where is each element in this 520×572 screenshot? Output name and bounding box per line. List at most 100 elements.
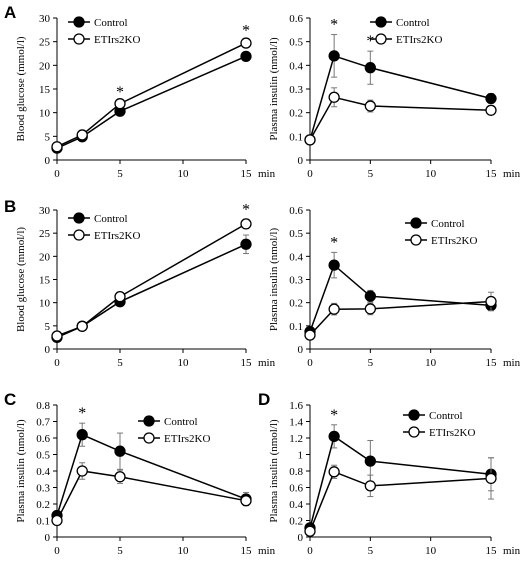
significance-star: * bbox=[78, 405, 86, 422]
x-tick-label: 15 bbox=[486, 357, 498, 369]
legend: Control ETIrs2KO bbox=[68, 16, 140, 46]
x-tick-label: 15 bbox=[486, 545, 498, 557]
series-etirs2ko bbox=[51, 37, 252, 153]
y-tick-label: 0.2 bbox=[36, 499, 50, 511]
y-axis-label: Blood glucose (mmol/l) bbox=[15, 36, 27, 141]
y-tick-label: 5 bbox=[45, 321, 51, 333]
x-tick-label: 10 bbox=[178, 357, 190, 369]
y-tick-label: 25 bbox=[39, 37, 51, 49]
legend-label: ETIrs2KO bbox=[431, 235, 477, 247]
data-point bbox=[364, 62, 376, 74]
y-tick-label: 0.6 bbox=[289, 205, 303, 217]
x-tick-label: 0 bbox=[307, 545, 313, 557]
legend: Control ETIrs2KO bbox=[138, 415, 210, 445]
y-tick-label: 0 bbox=[45, 344, 51, 356]
panel-label: B bbox=[4, 197, 16, 216]
data-point bbox=[364, 290, 376, 302]
y-tick-label: 0.6 bbox=[289, 13, 303, 25]
legend-label: Control bbox=[396, 17, 430, 29]
legend-marker bbox=[410, 234, 422, 246]
y-tick-label: 0.1 bbox=[289, 131, 303, 143]
data-point bbox=[240, 495, 252, 507]
data-point bbox=[328, 430, 340, 443]
x-tick-label: 10 bbox=[425, 545, 437, 557]
chart-panel-2: 0 0.1 0.2 0.3 0.4 0.5 0.6 0 5 10 15 min Plasma insul… bbox=[268, 13, 520, 180]
y-axis-label: Plasma insulin (nmol/l) bbox=[15, 419, 27, 523]
y-tick-label: 0.5 bbox=[36, 450, 50, 462]
y-tick-label: 0.2 bbox=[289, 108, 303, 120]
x-tick-label: 0 bbox=[54, 357, 60, 369]
series-line bbox=[309, 54, 492, 141]
y-tick-label: 0.3 bbox=[36, 483, 50, 495]
chart-panel-3: B 0 5 10 15 20 25 30 0 5 10 15 min Blood glucose (mmo… bbox=[4, 197, 276, 369]
y-axis-label: Plasma insulin (nmol/l) bbox=[268, 37, 280, 141]
significance-star: * bbox=[330, 234, 338, 251]
y-tick-label: 1 bbox=[298, 450, 304, 462]
legend-label: Control bbox=[164, 416, 198, 428]
legend-label: Control bbox=[431, 218, 465, 230]
y-tick-label: 0.4 bbox=[289, 60, 303, 72]
panel-label: D bbox=[258, 390, 270, 409]
data-point bbox=[364, 303, 376, 315]
series-line bbox=[309, 263, 492, 332]
y-tick-label: 0.6 bbox=[36, 433, 50, 445]
legend: Control ETIrs2KO bbox=[403, 409, 475, 439]
legend-marker bbox=[375, 33, 387, 45]
data-point bbox=[76, 320, 88, 332]
y-tick-label: 0 bbox=[298, 532, 304, 544]
x-tick-label: 0 bbox=[307, 357, 313, 369]
x-tick-label: 5 bbox=[368, 168, 374, 180]
data-point bbox=[485, 472, 497, 485]
y-tick-label: 15 bbox=[39, 275, 51, 287]
x-tick-label: 15 bbox=[241, 168, 253, 180]
legend-label: Control bbox=[94, 17, 128, 29]
data-point bbox=[114, 98, 126, 110]
data-point bbox=[328, 50, 340, 62]
legend: Control ETIrs2KO bbox=[370, 16, 442, 46]
x-axis-unit: min bbox=[258, 545, 276, 557]
y-tick-label: 0.8 bbox=[289, 466, 303, 478]
data-point bbox=[328, 303, 340, 315]
legend-label: ETIrs2KO bbox=[94, 230, 140, 242]
data-point bbox=[240, 238, 252, 250]
y-tick-label: 0.3 bbox=[289, 84, 303, 96]
legend: Control ETIrs2KO bbox=[68, 212, 140, 242]
y-tick-label: 25 bbox=[39, 228, 51, 240]
data-point bbox=[76, 129, 88, 141]
x-tick-label: 5 bbox=[117, 168, 123, 180]
series-line bbox=[56, 42, 247, 148]
y-axis-label: Blood glucose (mmol/l) bbox=[15, 227, 27, 332]
x-tick-label: 5 bbox=[117, 357, 123, 369]
y-tick-label: 0.5 bbox=[289, 228, 303, 240]
series-line bbox=[56, 470, 247, 521]
data-point bbox=[485, 295, 497, 308]
panel-label: C bbox=[4, 390, 16, 409]
data-point bbox=[240, 218, 252, 230]
data-point bbox=[114, 445, 126, 457]
y-tick-label: 30 bbox=[39, 205, 51, 217]
legend: Control ETIrs2KO bbox=[405, 217, 477, 247]
x-tick-label: 5 bbox=[368, 545, 374, 557]
y-tick-label: 10 bbox=[39, 108, 51, 120]
legend-label: ETIrs2KO bbox=[396, 34, 442, 46]
series-etirs2ko bbox=[304, 457, 497, 537]
series-line bbox=[56, 55, 247, 149]
data-point bbox=[240, 37, 252, 49]
x-axis-unit: min bbox=[503, 357, 520, 369]
x-tick-label: 15 bbox=[486, 168, 498, 180]
data-point bbox=[364, 100, 376, 112]
legend-marker bbox=[73, 16, 85, 28]
series-etirs2ko bbox=[51, 462, 252, 527]
legend-marker bbox=[408, 409, 420, 421]
series-etirs2ko bbox=[304, 291, 497, 341]
y-tick-label: 0.4 bbox=[289, 499, 303, 511]
data-point bbox=[304, 329, 316, 341]
significance-star: * bbox=[242, 23, 250, 40]
y-tick-label: 20 bbox=[39, 251, 51, 263]
data-point bbox=[328, 91, 340, 103]
series-control bbox=[304, 251, 497, 338]
data-point bbox=[328, 259, 340, 271]
x-axis-unit: min bbox=[258, 357, 276, 369]
x-tick-label: 15 bbox=[241, 357, 253, 369]
